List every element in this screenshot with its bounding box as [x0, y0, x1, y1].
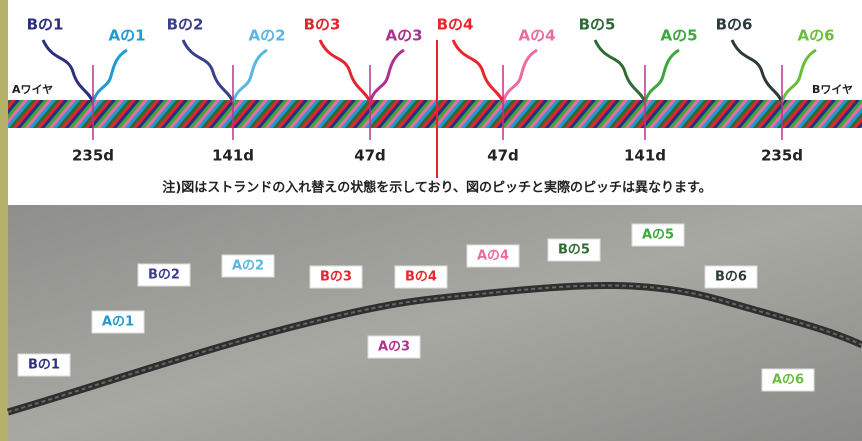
photo-label: Bの3	[320, 270, 352, 285]
photo-label: Bの5	[558, 243, 590, 258]
distance-label: 235d	[761, 147, 803, 165]
strand-label: Aの1	[108, 27, 145, 45]
photo-label: Bの6	[715, 270, 747, 285]
photo-label: Bの1	[28, 358, 60, 373]
photo-label: Aの5	[642, 228, 674, 243]
photo-label: Bの4	[405, 270, 437, 285]
strand-label: Bの5	[579, 16, 616, 34]
distance-label: 47d	[487, 147, 519, 165]
distance-label: 235d	[72, 147, 114, 165]
distance-label: 141d	[212, 147, 254, 165]
strand-label: Bの2	[167, 16, 204, 34]
distance-label: 47d	[354, 147, 386, 165]
note: 注)図はストランドの入れ替えの状態を示しており、図のピッチと実際のピッチは異なり…	[162, 180, 711, 196]
photo-label: Bの2	[148, 268, 180, 283]
wire-b-label: Bワイヤ	[812, 83, 853, 96]
strand-label: Bの3	[304, 16, 341, 34]
photo-label: Aの3	[378, 340, 410, 355]
side-strip	[0, 0, 8, 441]
photo-label: Aの6	[772, 373, 804, 388]
strand-diagram: Aワイヤ Bワイヤ 注)図はストランドの入れ替えの状態を示しており、図のピッチと…	[0, 0, 862, 441]
strand-label: Aの6	[797, 27, 834, 45]
photo-label: Aの2	[232, 259, 264, 274]
strand-label: Bの4	[437, 16, 474, 34]
photo-label: Aの1	[102, 315, 134, 330]
photo-label: Aの4	[477, 249, 509, 264]
strand-label: Bの1	[27, 16, 64, 34]
strand-label: Aの5	[660, 27, 697, 45]
strand-label: Aの3	[385, 27, 422, 45]
wire	[8, 100, 862, 128]
distance-label: 141d	[624, 147, 666, 165]
wire-a-label: Aワイヤ	[12, 83, 53, 96]
strand-label: Aの2	[248, 27, 285, 45]
strand-label: Aの4	[518, 27, 555, 45]
strand-label: Bの6	[716, 16, 753, 34]
